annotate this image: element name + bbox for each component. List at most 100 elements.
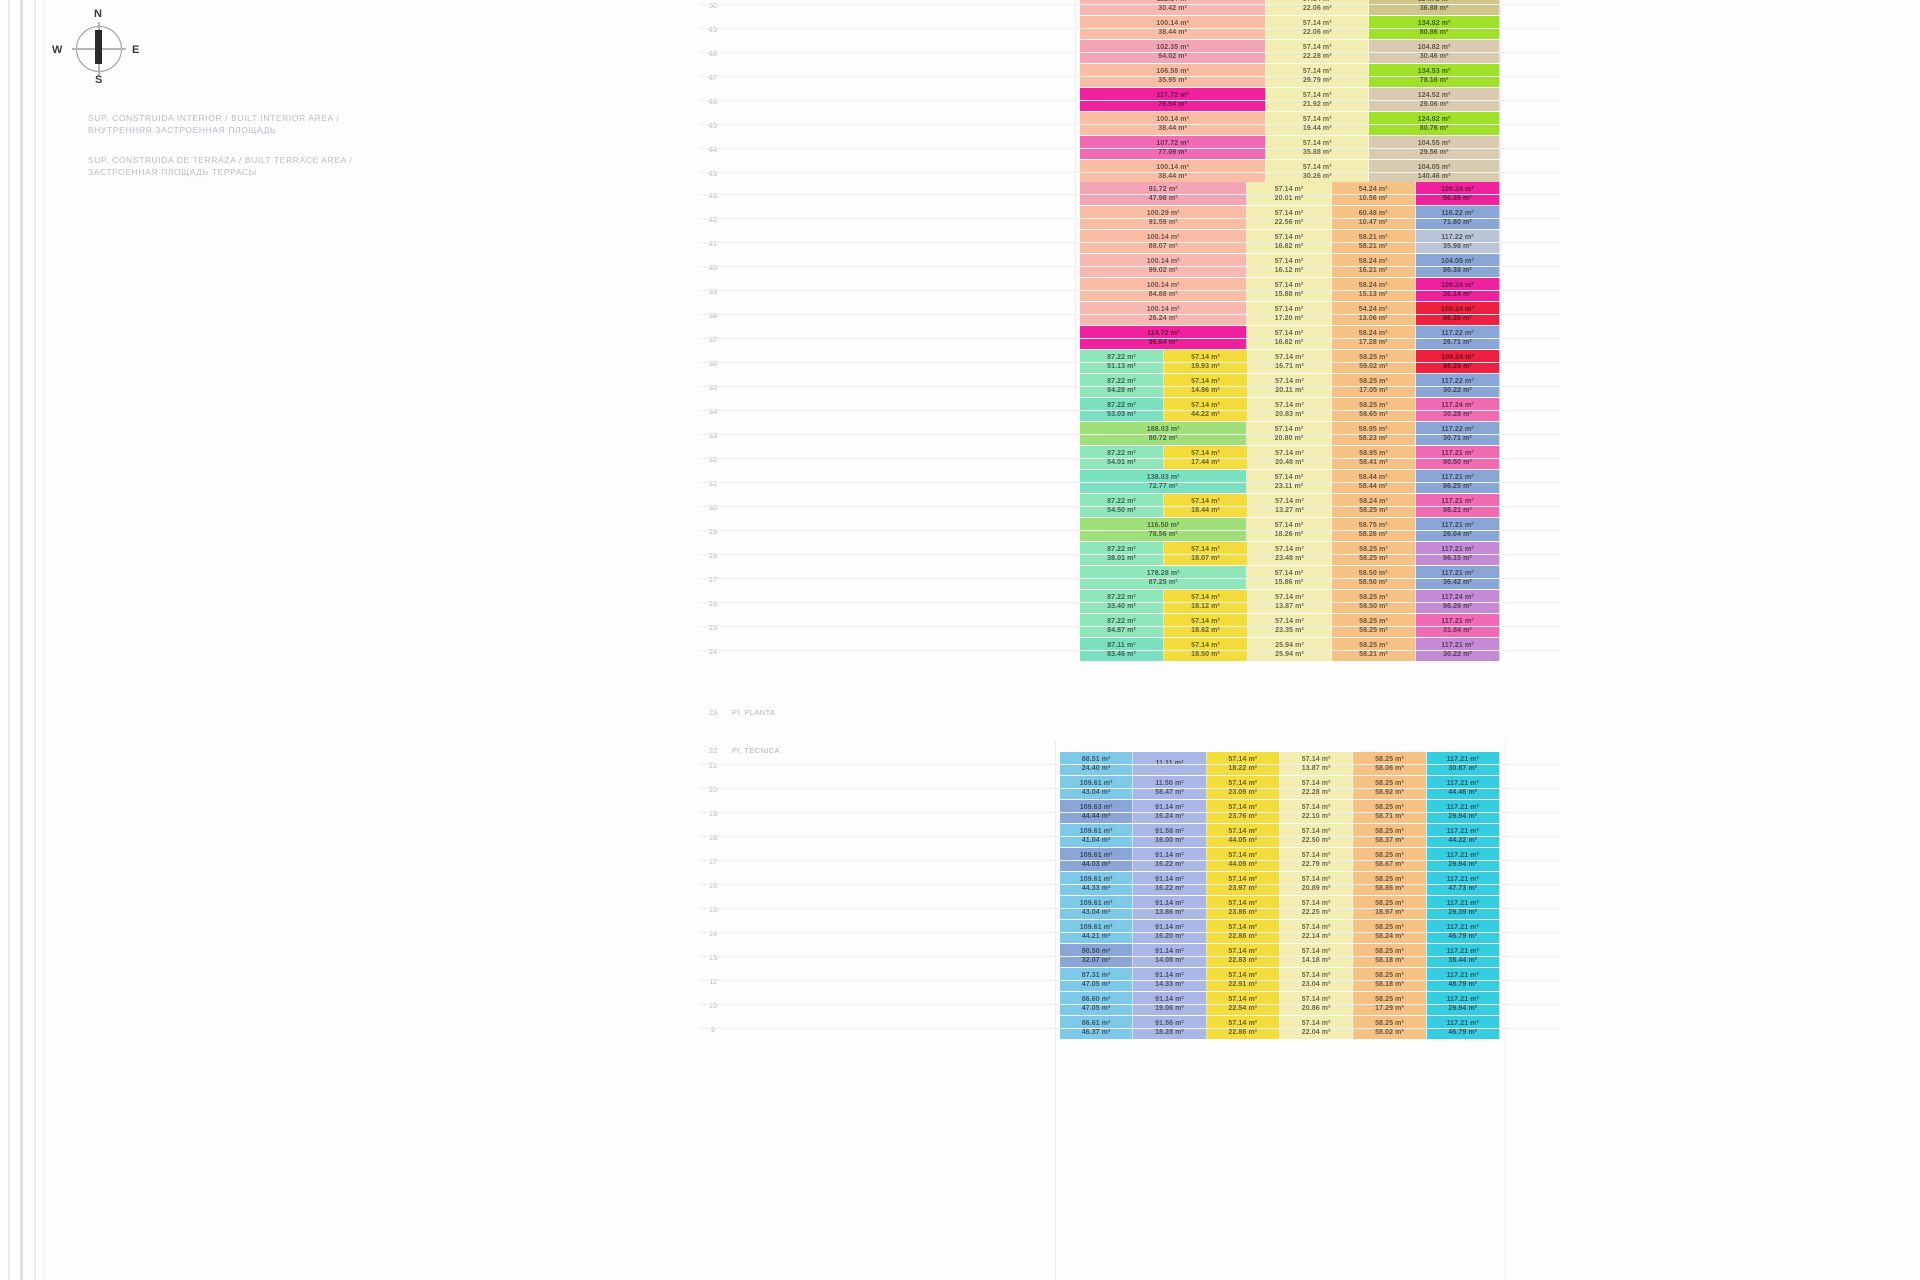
table-cell[interactable]: 117.21 m² 29.94 m² — [1426, 992, 1500, 1015]
table-cell[interactable]: 57.14 m² 17.20 m² — [1247, 302, 1332, 325]
table-cell[interactable]: 117.21 m² 29.94 m² — [1426, 800, 1500, 823]
table-cell[interactable]: 57.14 m² 23.76 m² — [1206, 800, 1280, 823]
table-cell[interactable]: 57.14 m² 22.04 m² — [1279, 1016, 1354, 1039]
table-cell[interactable]: 91.14 m² 16.22 m² — [1133, 848, 1207, 871]
table-cell[interactable]: 57.14 m² 22.50 m² — [1279, 824, 1354, 847]
table-cell[interactable]: 117.24 m² 86.26 m² — [1416, 590, 1500, 613]
table-cell[interactable]: 57.14 m² 22.25 m² — [1279, 896, 1354, 919]
table-cell[interactable]: 58.25 m² 58.21 m² — [1332, 638, 1416, 661]
table-cell[interactable]: 58.50 m² 58.50 m² — [1331, 566, 1416, 589]
table-cell[interactable]: 58.95 m² 58.23 m² — [1331, 422, 1416, 445]
table-cell[interactable]: 109.61 m² 43.04 m² — [1060, 896, 1134, 919]
table-cell[interactable]: 117.21 m² 46.79 m² — [1426, 920, 1500, 943]
table-cell[interactable]: 57.14 m² 22.86 m² — [1206, 1016, 1280, 1039]
table-cell[interactable]: 116.22 m² 71.80 m² — [1415, 206, 1501, 229]
table-cell[interactable]: 58.75 m² 58.26 m² — [1331, 518, 1416, 541]
table-cell[interactable]: 58.25 m² 58.25 m² — [1332, 614, 1416, 637]
table-cell[interactable]: 109.24 m² 86.26 m² — [1415, 302, 1501, 325]
table-cell[interactable]: 57.14 m² 20.89 m² — [1279, 872, 1354, 895]
table-cell[interactable]: 57.14 m² 13.87 m² — [1279, 752, 1354, 775]
table-cell[interactable]: 58.25 m² 58.02 m² — [1353, 1016, 1427, 1039]
table-cell[interactable]: 58.24 m² 15.13 m² — [1331, 278, 1416, 301]
table-row[interactable]: 138.03 m² 72.77 m² 57.14 m² 23.11 m² 58.44 m… — [1080, 470, 1501, 494]
table-cell[interactable]: 58.25 m² 17.05 m² — [1332, 374, 1416, 397]
table-cell[interactable]: 54.24 m² 10.56 m² — [1331, 182, 1416, 205]
table-cell[interactable]: 86.61 m² 46.37 m² — [1060, 1016, 1134, 1039]
table-cell[interactable]: 109.24 m² 56.26 m² — [1415, 182, 1501, 205]
table-cell[interactable]: 58.24 m² 16.21 m² — [1331, 254, 1416, 277]
table-cell[interactable]: 109.61 m² 44.33 m² — [1060, 872, 1134, 895]
table-cell[interactable]: 57.14 m² 17.44 m² — [1164, 446, 1248, 469]
table-cell[interactable]: 58.24 m² 17.28 m² — [1331, 326, 1416, 349]
table-cell[interactable]: 57.14 m² 44.05 m² — [1206, 824, 1280, 847]
table-row[interactable]: 178.28 m² 87.25 m² 57.14 m² 15.86 m² 58.50 m… — [1080, 566, 1501, 590]
table-cell[interactable]: 100.14 m² 38.44 m² — [1080, 112, 1267, 135]
table-cell[interactable]: 91.14 m² 16.20 m² — [1133, 920, 1207, 943]
table-cell[interactable]: 60.48 m² 10.47 m² — [1331, 206, 1416, 229]
table-cell[interactable]: 58.25 m² 58.18 m² — [1353, 944, 1427, 967]
table-cell[interactable]: 57.14 m² 18.07 m² — [1164, 542, 1248, 565]
table-cell[interactable]: 57.14 m² 20.80 m² — [1247, 422, 1332, 445]
table-cell[interactable]: 57.14 m² 18.44 m² — [1164, 494, 1248, 517]
table-cell[interactable]: 178.28 m² 87.25 m² — [1080, 566, 1248, 589]
table-cell[interactable]: 87.22 m² 54.50 m² — [1080, 494, 1164, 517]
table-cell[interactable]: 87.11 m² 83.46 m² — [1080, 638, 1164, 661]
table-row[interactable]: 87.22 m² 54.01 m² 57.14 m² 17.44 m² 57.14 m²… — [1080, 446, 1500, 470]
table-cell[interactable]: 91.58 m² 16.00 m² — [1133, 824, 1207, 847]
table-cell[interactable]: 58.25 m² 58.37 m² — [1353, 824, 1427, 847]
table-cell[interactable]: 104.55 m² 29.56 m² — [1369, 136, 1500, 159]
table-cell[interactable]: 58.25 m² 58.86 m² — [1353, 872, 1427, 895]
table-row[interactable]: 109.61 m² 44.03 m² 91.14 m² 16.22 m² 57.14 m… — [1060, 848, 1500, 872]
table-cell[interactable]: 57.14 m² 21.92 m² — [1266, 88, 1370, 111]
table-cell[interactable]: 57.14 m² 16.12 m² — [1247, 254, 1332, 277]
table-cell[interactable]: 91.72 m² 47.98 m² — [1080, 182, 1248, 205]
table-row[interactable]: 106.58 m² 35.95 m² 57.14 m² 29.79 m² 134.53 … — [1080, 64, 1500, 88]
table-cell[interactable]: 57.14 m² 13.27 m² — [1248, 494, 1332, 517]
table-cell[interactable]: 58.25 m² 58.50 m² — [1332, 590, 1416, 613]
table-row[interactable]: 87.22 m² 38.01 m² 57.14 m² 18.07 m² 57.14 m²… — [1080, 542, 1500, 566]
table-row[interactable]: 90.50 m² 32.07 m² 91.14 m² 14.08 m² 57.14 m²… — [1060, 944, 1500, 968]
table-cell[interactable]: 57.14 m² 22.54 m² — [1206, 992, 1280, 1015]
table-cell[interactable]: 91.14 m² 16.22 m² — [1133, 872, 1207, 895]
table-cell[interactable]: 57.14 m² 16.71 m² — [1248, 350, 1332, 373]
table-cell[interactable]: 91.14 m² 19.06 m² — [1133, 992, 1207, 1015]
table-row[interactable]: 100.14 m² 38.44 m² 57.14 m² 19.44 m² 124.82 … — [1080, 112, 1500, 136]
table-cell[interactable]: 109.61 m² 41.04 m² — [1060, 824, 1134, 847]
table-cell[interactable]: 57.14 m² 22.28 m² — [1266, 40, 1370, 63]
table-row[interactable]: 114.72 m² 96.84 m² 57.14 m² 16.82 m² 58.24 m… — [1080, 326, 1501, 350]
table-row[interactable]: 100.14 m² 88.07 m² 57.14 m² 16.82 m² 58.21 m… — [1080, 230, 1501, 254]
table-cell[interactable]: 57.14 m² 22.28 m² — [1279, 776, 1354, 799]
table-cell[interactable]: 134.82 m² 80.86 m² — [1369, 16, 1500, 39]
table-cell[interactable]: 57.14 m² 14.86 m² — [1164, 374, 1248, 397]
table-cell[interactable]: 58.95 m² 58.41 m² — [1332, 446, 1416, 469]
table-cell[interactable]: 91.14 m² 13.86 m² — [1133, 896, 1207, 919]
table-row[interactable]: 107.72 m² 77.09 m² 57.14 m² 35.88 m² 104.55 … — [1080, 136, 1500, 160]
table-cell[interactable]: 57.14 m² 18.62 m² — [1164, 614, 1248, 637]
table-cell[interactable]: 91.14 m² 14.08 m² — [1133, 944, 1207, 967]
table-cell[interactable]: 117.22 m² 30.71 m² — [1415, 422, 1501, 445]
table-row[interactable]: 100.14 m² 26.24 m² 57.14 m² 17.20 m² 54.24 m… — [1080, 302, 1501, 326]
table-cell[interactable]: 107.72 m² 77.09 m² — [1080, 136, 1267, 159]
table-cell[interactable]: 106.58 m² 35.95 m² — [1080, 64, 1267, 87]
table-cell[interactable]: 104.05 m² 86.38 m² — [1415, 254, 1501, 277]
table-row[interactable]: 87.22 m² 33.40 m² 57.14 m² 18.12 m² 57.14 m²… — [1080, 590, 1500, 614]
table-cell[interactable]: 87.22 m² 94.28 m² — [1080, 374, 1164, 397]
table-cell[interactable]: 25.94 m² 25.94 m² — [1248, 638, 1332, 661]
table-cell[interactable]: 117.21 m² 44.22 m² — [1426, 824, 1500, 847]
table-cell[interactable]: 117.21 m² 26.04 m² — [1415, 518, 1501, 541]
table-cell[interactable]: 57.14 m² 16.82 m² — [1247, 230, 1332, 253]
table-cell[interactable]: 117.21 m² 86.15 m² — [1416, 542, 1500, 565]
table-cell[interactable]: 58.25 m² 59.02 m² — [1332, 350, 1416, 373]
table-cell[interactable]: 57.14 m² 30.26 m² — [1266, 160, 1370, 183]
table-cell[interactable]: 124.82 m² 80.76 m² — [1369, 112, 1500, 135]
table-cell[interactable]: 57.14 m² 29.79 m² — [1266, 64, 1370, 87]
table-cell[interactable]: 57.14 m² 20.48 m² — [1248, 446, 1332, 469]
table-cell[interactable]: 57.14 m² 23.48 m² — [1248, 542, 1332, 565]
table-cell[interactable]: 57.14 m² 23.04 m² — [1279, 968, 1354, 991]
table-cell[interactable]: 57.14 m² 44.22 m² — [1164, 398, 1248, 421]
table-cell[interactable]: 102.35 m² 94.02 m² — [1080, 40, 1267, 63]
table-cell[interactable]: 57.14 m² 22.83 m² — [1206, 944, 1280, 967]
table-cell[interactable]: 87.22 m² 53.03 m² — [1080, 398, 1164, 421]
